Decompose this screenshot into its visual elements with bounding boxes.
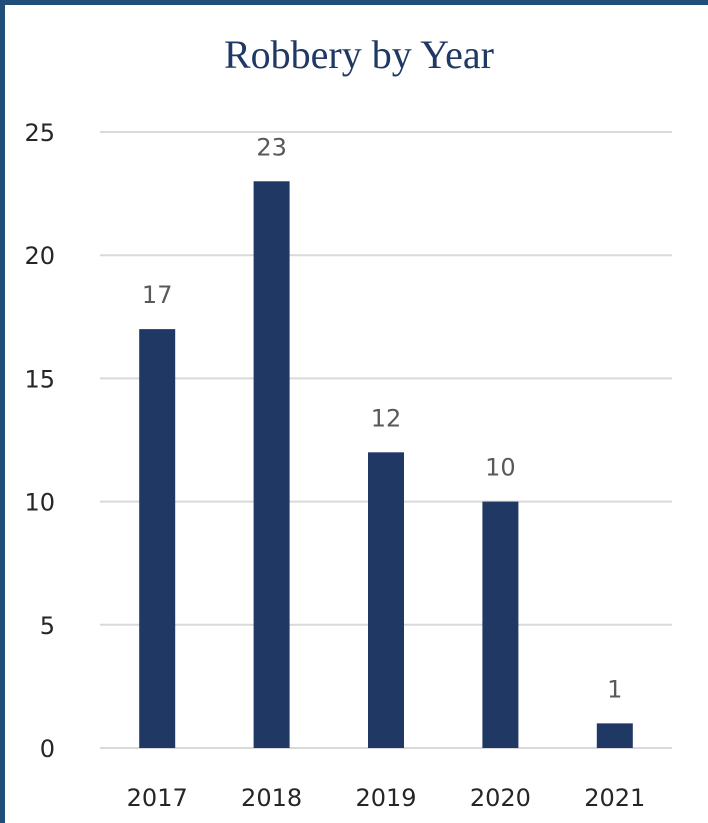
bar-2017	[139, 329, 176, 748]
data-label-2018: 23	[256, 133, 287, 161]
y-tick-label-5: 5	[40, 612, 55, 640]
bar-2020	[482, 501, 519, 748]
y-tick-label-15: 15	[24, 365, 55, 393]
bars	[139, 181, 633, 748]
y-tick-label-20: 20	[24, 242, 55, 270]
data-label-2021: 1	[607, 675, 622, 703]
data-label-2019: 12	[371, 404, 402, 432]
data-label-2020: 10	[485, 454, 516, 482]
bar-2019	[368, 452, 404, 748]
x-axis-ticks: 2017 2018 2019 2020 2021	[127, 784, 646, 812]
chart-title: Robbery by Year	[224, 32, 494, 77]
y-axis-ticks: 0 5 10 15 20 25	[24, 119, 55, 763]
bar-2018	[253, 181, 290, 748]
x-tick-label-2020: 2020	[470, 784, 531, 812]
x-tick-label-2017: 2017	[127, 784, 188, 812]
y-tick-label-0: 0	[40, 735, 55, 763]
y-tick-label-25: 25	[24, 119, 55, 147]
x-tick-label-2018: 2018	[241, 784, 302, 812]
y-tick-label-10: 10	[24, 489, 55, 517]
x-tick-label-2021: 2021	[584, 784, 645, 812]
data-label-2017: 17	[142, 281, 173, 309]
bar-2021	[596, 723, 633, 748]
data-labels: 17 23 12 10 1	[142, 133, 623, 703]
x-tick-label-2019: 2019	[355, 784, 416, 812]
